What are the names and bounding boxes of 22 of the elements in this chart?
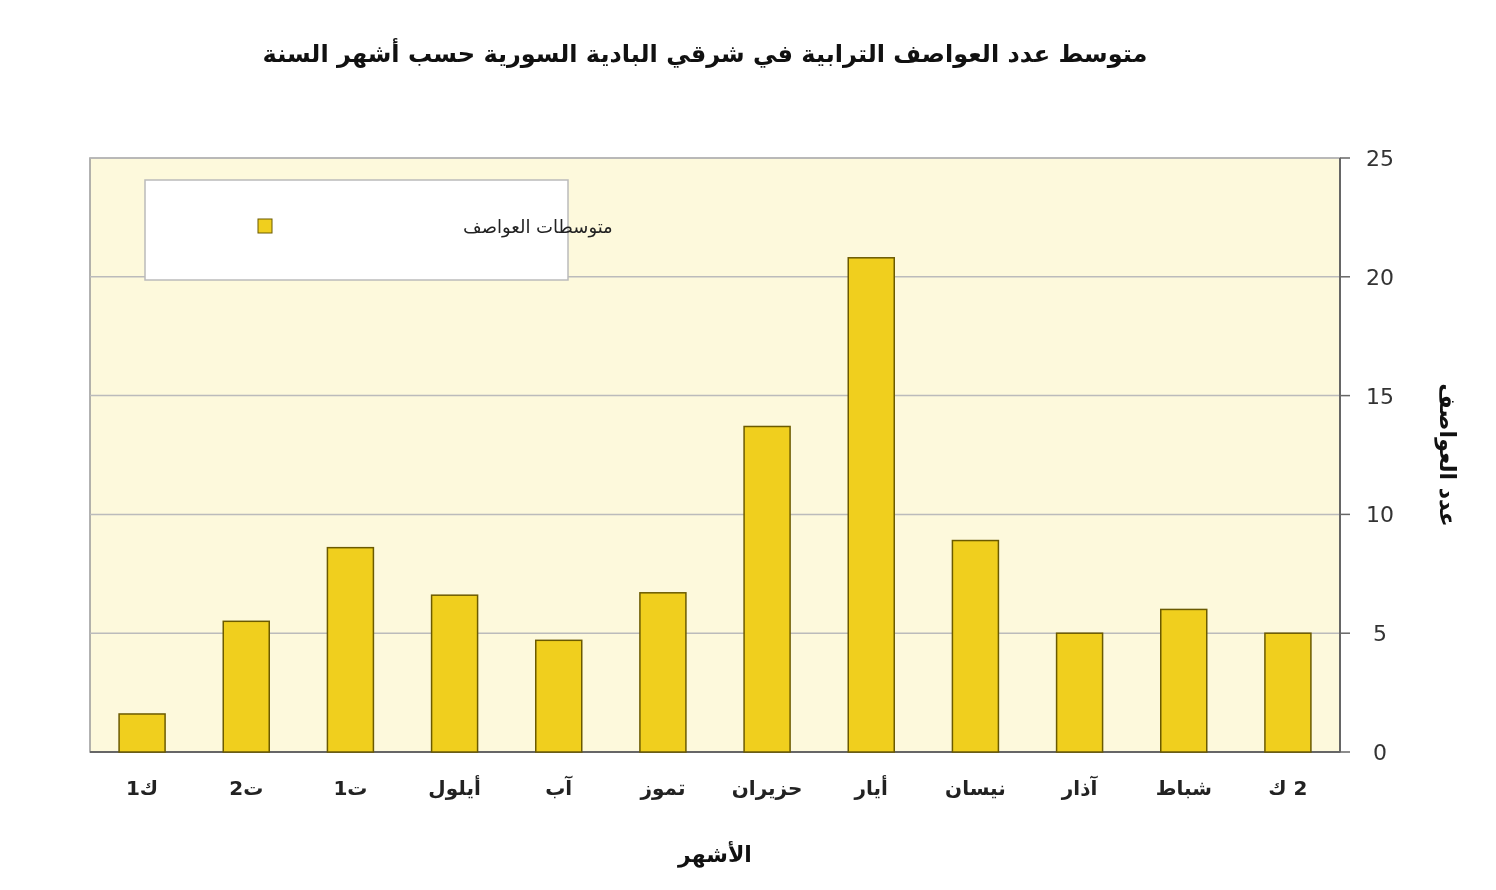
xtick: 2 ك [1268, 776, 1308, 800]
xtick: نيسان [945, 776, 1006, 800]
xtick: تموز [640, 776, 686, 800]
xtick: شباط [1155, 776, 1212, 800]
ylabel: عدد العواصف [1435, 383, 1460, 527]
ytick: 15 [1366, 383, 1394, 409]
title: متوسط عدد العواصف الترابية في شرقي البادية السورية حسب أشهر السنة [262, 40, 1148, 68]
ytick: 10 [1366, 502, 1394, 528]
ytick: 0 [1373, 740, 1387, 765]
legend-label: متوسطات العواصف [463, 216, 613, 237]
ytick: 25 [1366, 146, 1394, 171]
xtick: أيلول [428, 776, 481, 800]
ytick: 5 [1373, 621, 1387, 647]
xtick: آذار [1061, 776, 1098, 800]
xtick: حزيران [731, 776, 803, 800]
xtick: أيار [854, 776, 888, 800]
xtick: آب [545, 776, 573, 800]
xtick: ت2 [229, 776, 264, 800]
ytick: 20 [1366, 264, 1394, 290]
xtick: ك1 [125, 776, 159, 800]
xlabel: الأشهر [678, 842, 752, 867]
xtick: ت1 [333, 776, 368, 800]
